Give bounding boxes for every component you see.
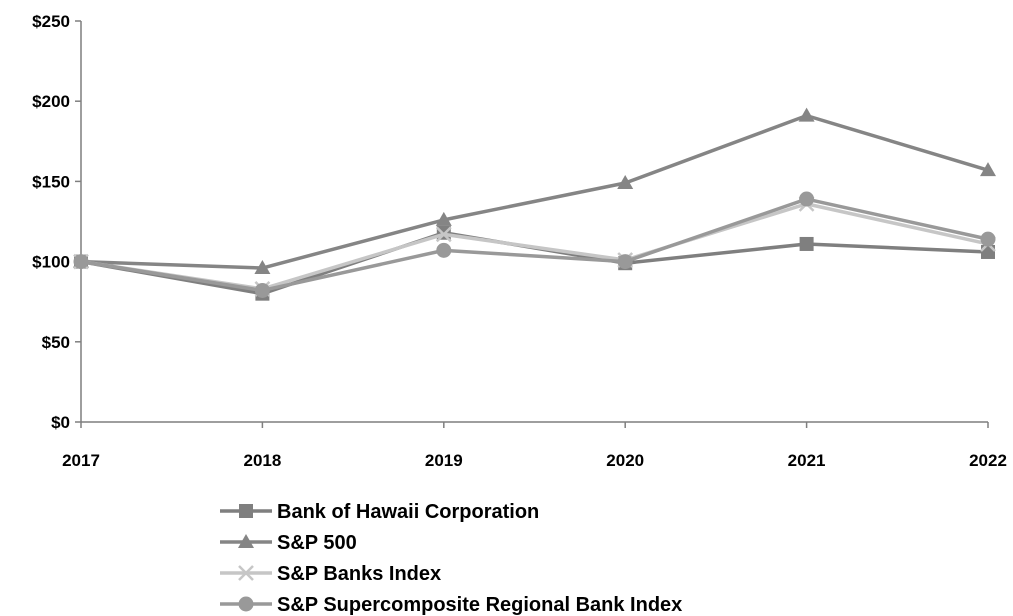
legend-marker — [238, 596, 254, 612]
y-tick-label: $100 — [32, 253, 70, 272]
y-tick-label: $150 — [32, 172, 70, 191]
data-point — [254, 260, 271, 275]
legend-item: S&P Supercomposite Regional Bank Index — [220, 594, 682, 616]
data-point — [798, 107, 815, 122]
y-tick-label: $200 — [32, 92, 70, 111]
series-3 — [73, 191, 996, 298]
legend-marker — [238, 565, 254, 581]
x-tick-label: 2021 — [788, 451, 826, 470]
series-0 — [74, 225, 995, 301]
x-tick-label: 2019 — [425, 451, 463, 470]
x-tick-label: 2017 — [62, 451, 100, 470]
data-point — [980, 162, 996, 177]
legend-marker — [238, 534, 254, 548]
data-point — [799, 191, 815, 207]
data-point — [254, 282, 270, 298]
x-tick-label: 2022 — [969, 451, 1007, 470]
x-axis-ticks: 2017 2018 2019 2020 2021 2022 — [62, 422, 1007, 470]
data-point — [980, 231, 996, 247]
legend-item: Bank of Hawaii Corporation — [220, 501, 539, 523]
legend-label: Bank of Hawaii Corporation — [277, 501, 539, 523]
data-point — [981, 244, 995, 259]
legend-label: S&P Banks Index — [277, 563, 441, 585]
data-point — [73, 254, 89, 270]
x-tick-label: 2020 — [606, 451, 644, 470]
y-tick-label: $250 — [32, 12, 70, 31]
legend-item: S&P 500 — [220, 532, 357, 554]
y-tick-label: $0 — [51, 413, 70, 432]
data-point — [435, 211, 452, 226]
y-axis-ticks: $0 $50 $100 $150 $200 $250 — [32, 12, 81, 432]
data-point — [617, 175, 634, 190]
data-point — [435, 226, 452, 243]
legend-item: S&P Banks Index — [220, 563, 441, 585]
series-line — [80, 113, 989, 270]
chart-axes — [80, 21, 988, 423]
legend-label: S&P 500 — [277, 532, 357, 554]
chart-legend: Bank of Hawaii Corporation S&P 500 S&P Ban… — [220, 501, 682, 616]
legend-marker — [239, 504, 253, 518]
y-tick-label: $50 — [42, 333, 70, 352]
x-tick-label: 2018 — [243, 451, 281, 470]
data-point — [799, 236, 814, 251]
legend-label: S&P Supercomposite Regional Bank Index — [277, 594, 682, 616]
data-point — [436, 242, 452, 258]
chart-series — [73, 107, 996, 301]
series-line — [80, 197, 989, 293]
data-point — [617, 254, 633, 270]
